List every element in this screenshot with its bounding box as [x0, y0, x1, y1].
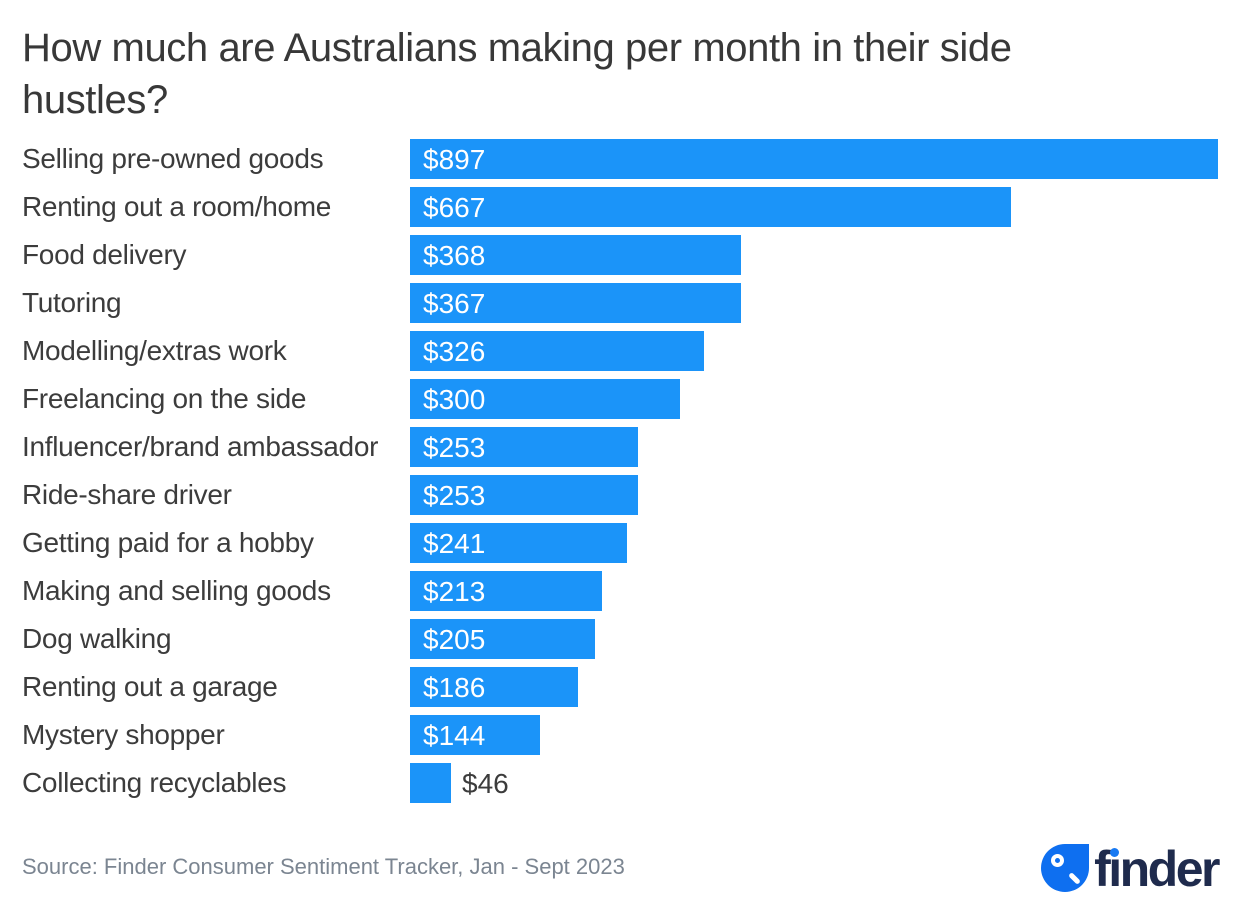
bar-row: Modelling/extras work $326: [0, 327, 1240, 375]
bar-row: Collecting recyclables $46: [0, 759, 1240, 807]
category-label: Making and selling goods: [22, 575, 331, 606]
value-label: $253: [423, 480, 486, 511]
value-bar: [410, 235, 741, 275]
value-label: $213: [423, 576, 486, 607]
value-label: $368: [423, 240, 486, 271]
category-label: Dog walking: [22, 623, 172, 654]
bar-row: Influencer/brand ambassador $253: [0, 423, 1240, 471]
value-label: $326: [423, 336, 486, 367]
value-bar: [410, 619, 595, 659]
category-label: Tutoring: [22, 287, 122, 318]
value-label: $186: [423, 672, 486, 703]
bar-chart: Selling pre-owned goods $897 Renting out…: [0, 135, 1240, 807]
value-bar: [410, 763, 451, 803]
bar-row: Tutoring $367: [0, 279, 1240, 327]
value-bar: [410, 283, 741, 323]
magnifier-drop-icon: [1041, 844, 1090, 892]
value-bar: [410, 331, 704, 371]
bar-row: Dog walking $205: [0, 615, 1240, 663]
value-bar: [410, 667, 578, 707]
value-bar: [410, 715, 540, 755]
value-label: $300: [423, 384, 486, 415]
finder-logo: fı nder: [1041, 841, 1221, 897]
bar-row: Mystery shopper $144: [0, 711, 1240, 759]
value-bar: [410, 475, 638, 515]
value-label: $253: [423, 432, 486, 463]
bar-row: Making and selling goods $213: [0, 567, 1240, 615]
category-label: Getting paid for a hobby: [22, 527, 314, 558]
category-label: Mystery shopper: [22, 719, 225, 750]
magnifier-glass-icon: [1051, 854, 1065, 867]
category-label: Renting out a room/home: [22, 191, 332, 222]
category-label: Selling pre-owned goods: [22, 143, 324, 174]
value-bar: [410, 379, 680, 419]
category-label: Renting out a garage: [22, 671, 278, 702]
magnifier-handle-icon: [1068, 872, 1081, 885]
bar-row: Selling pre-owned goods $897: [0, 135, 1240, 183]
bar-row: Renting out a room/home $667: [0, 183, 1240, 231]
value-bar: [410, 571, 602, 611]
value-label: $144: [423, 720, 486, 751]
category-label: Influencer/brand ambassador: [22, 431, 379, 462]
value-label: $241: [423, 528, 486, 559]
wordmark-i: ı: [1108, 843, 1122, 895]
value-label: $367: [423, 288, 486, 319]
chart-title-line2: hustles?: [22, 78, 168, 122]
chart-title: How much are Australians making per mont…: [22, 22, 1012, 126]
value-label: $897: [423, 144, 486, 175]
value-bar: [410, 523, 627, 563]
category-label: Modelling/extras work: [22, 335, 287, 366]
category-label: Ride-share driver: [22, 479, 232, 510]
value-bar: [410, 427, 638, 467]
finder-wordmark: fı nder: [1094, 841, 1221, 897]
value-label: $667: [423, 192, 486, 223]
value-label: $46: [462, 768, 509, 799]
value-bar: [410, 187, 1011, 227]
bar-row: Ride-share driver $253: [0, 471, 1240, 519]
wordmark-f: f: [1094, 841, 1111, 897]
value-bar: [410, 139, 1218, 179]
bar-row: Food delivery $368: [0, 231, 1240, 279]
value-label: $205: [423, 624, 486, 655]
category-label: Freelancing on the side: [22, 383, 307, 414]
category-label: Food delivery: [22, 239, 187, 270]
finder-i-dot: [1110, 848, 1120, 857]
wordmark-rest: nder: [1119, 841, 1221, 897]
bar-row: Renting out a garage $186: [0, 663, 1240, 711]
bar-row: Freelancing on the side $300: [0, 375, 1240, 423]
bar-row: Getting paid for a hobby $241: [0, 519, 1240, 567]
chart-title-line1: How much are Australians making per mont…: [22, 26, 1012, 70]
source-text: Source: Finder Consumer Sentiment Tracke…: [22, 854, 625, 879]
category-label: Collecting recyclables: [22, 767, 287, 798]
